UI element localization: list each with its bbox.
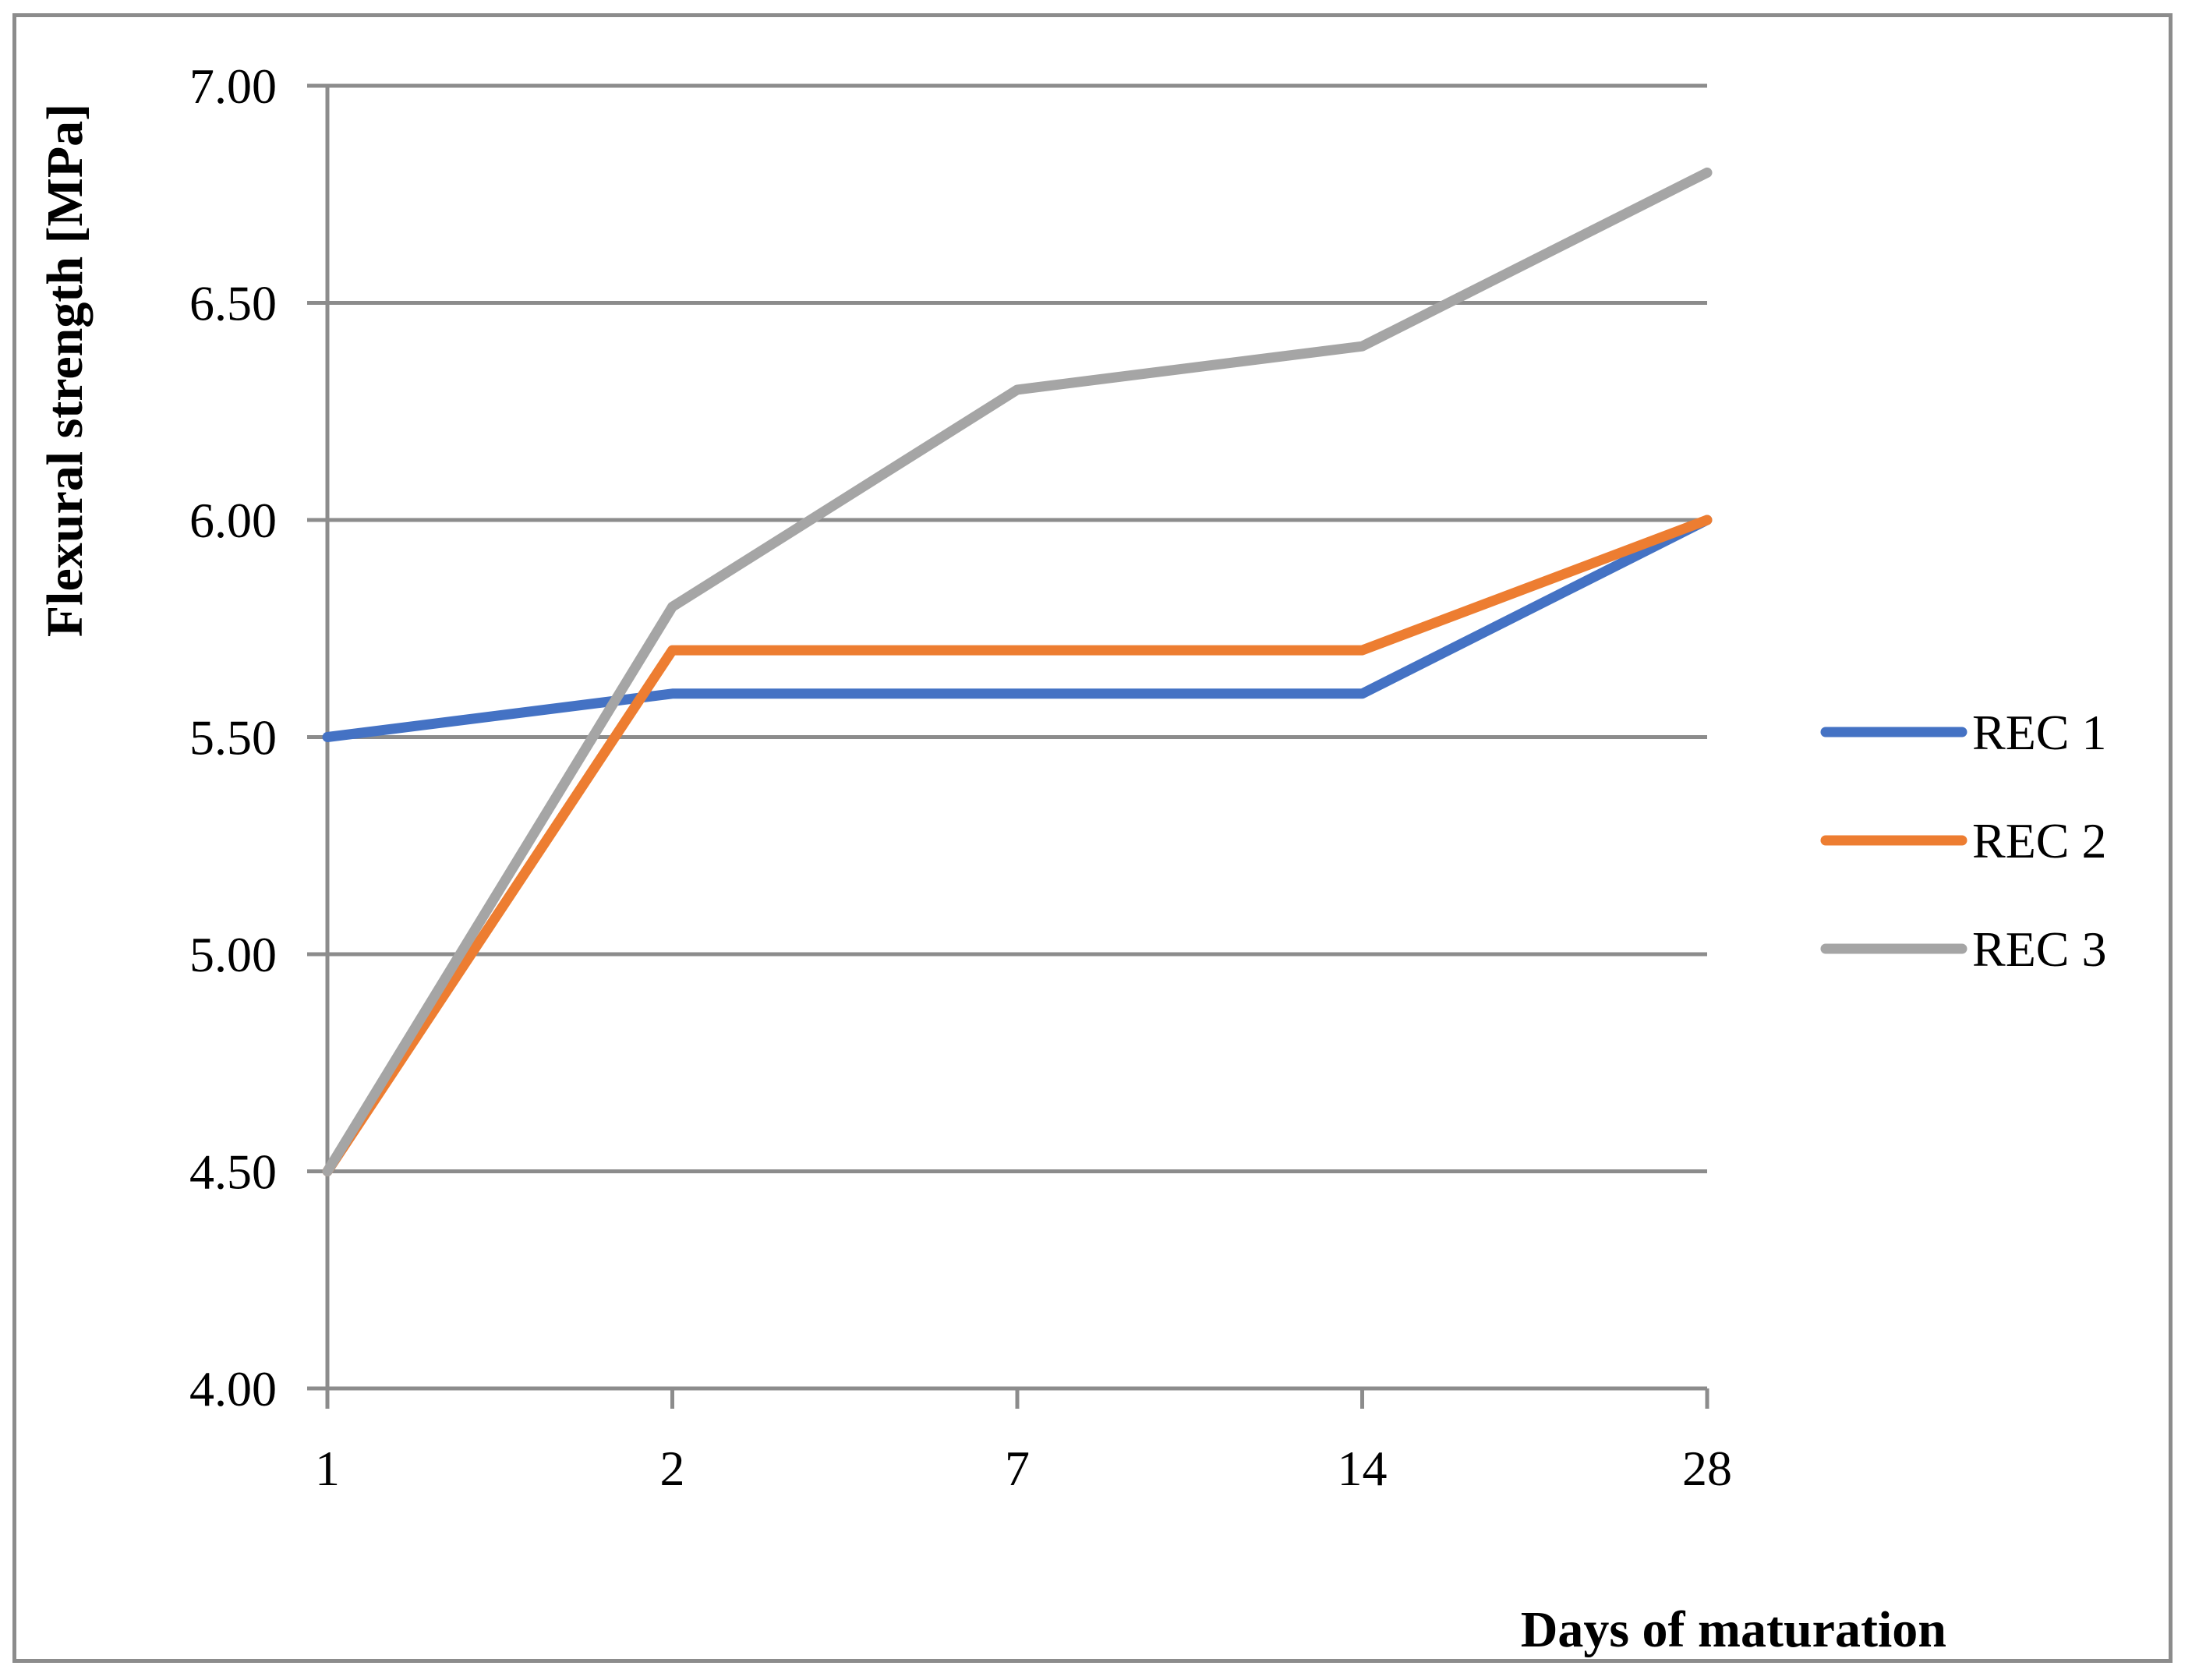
x-tick-label: 2	[660, 1441, 685, 1496]
x-tick-label: 7	[1005, 1441, 1030, 1496]
y-tick-labels: 4.00 4.50 5.00 5.50 6.00 6.50 7.00	[189, 58, 277, 1417]
y-axis-title: Flexural strength [MPa]	[37, 104, 94, 637]
y-tick-label: 4.50	[189, 1144, 277, 1200]
y-tick-label: 5.00	[189, 927, 277, 982]
series-line-rec-3	[322, 167, 1713, 1176]
y-tick-label: 4.00	[189, 1361, 277, 1417]
x-tick-label: 1	[315, 1441, 340, 1496]
series-line-rec-1	[322, 515, 1713, 742]
y-tick-label: 5.50	[189, 710, 277, 766]
legend-label: REC 2	[1972, 813, 2106, 868]
x-axis-title: Days of maturation	[1521, 1601, 1946, 1658]
legend-label: REC 3	[1972, 921, 2106, 977]
legend-label: REC 1	[1972, 705, 2106, 760]
x-tick-label: 14	[1338, 1441, 1388, 1496]
y-tick-label: 6.50	[189, 276, 277, 331]
data-series	[322, 167, 1713, 1176]
gridlines	[307, 83, 1707, 1173]
y-tick-label: 6.00	[189, 493, 277, 548]
x-tick-label: 28	[1682, 1441, 1732, 1496]
series-line-rec-2	[322, 515, 1713, 1176]
axes	[307, 86, 1709, 1409]
legend: REC 1 REC 2 REC 3	[1820, 705, 2106, 977]
x-tick-labels: 1 2 7 14 28	[315, 1441, 1732, 1496]
y-tick-label: 7.00	[189, 58, 277, 114]
